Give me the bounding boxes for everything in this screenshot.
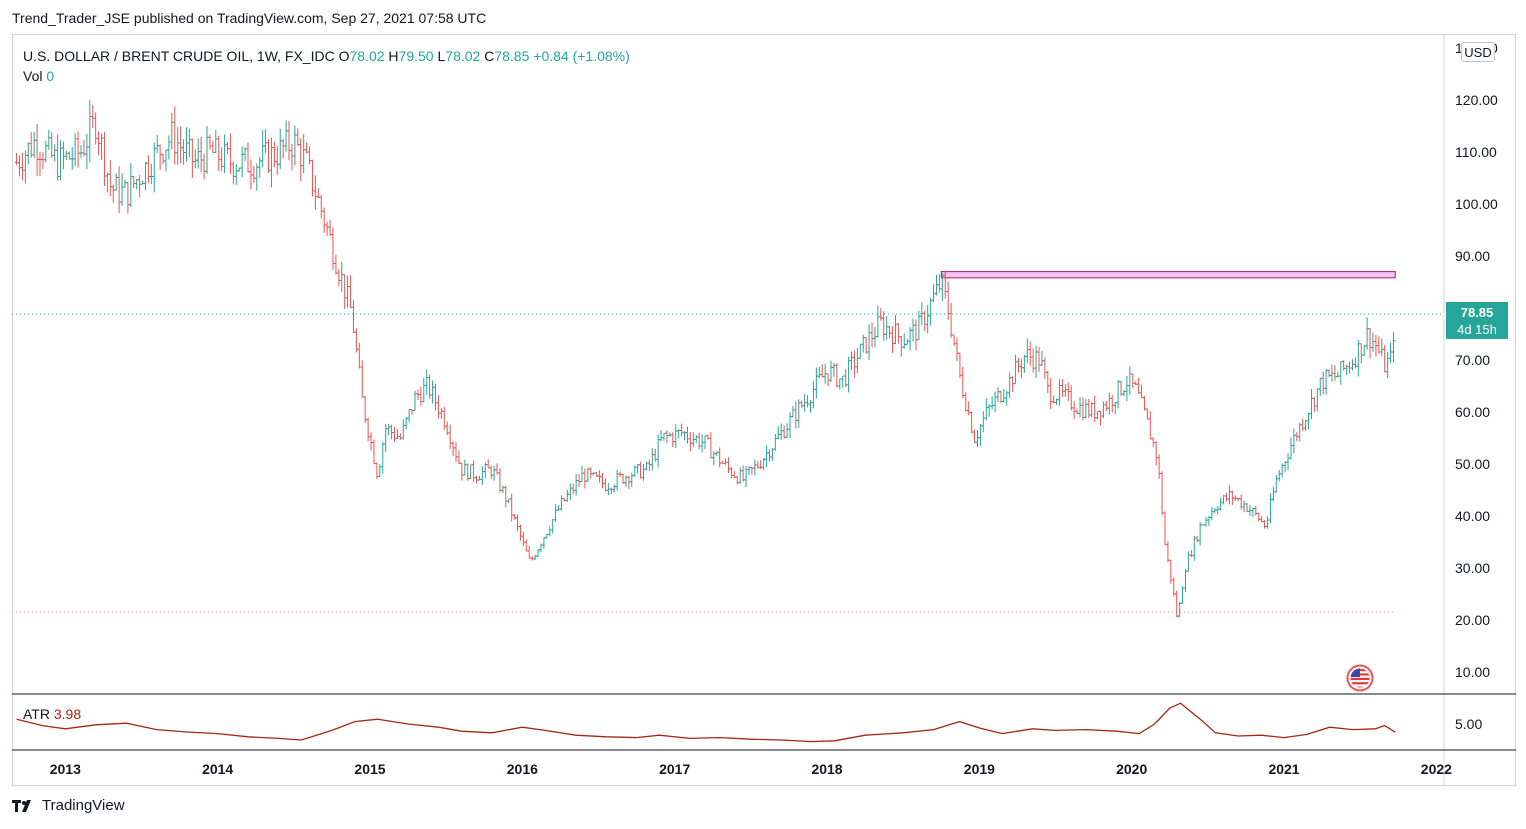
high-value: 79.50 [398, 48, 434, 64]
low-value: 78.02 [445, 48, 481, 64]
price-tick-label: 50.00 [1455, 456, 1490, 472]
open-label: O [338, 48, 350, 64]
price-tick-label: 110.00 [1455, 144, 1497, 160]
low-label: L [437, 48, 446, 64]
chart-frame [12, 34, 1516, 786]
resistance-zone [940, 271, 1396, 279]
last-price-value: 78.85 [1460, 305, 1494, 320]
price-tick-label: 40.00 [1455, 508, 1490, 524]
time-tick-label: 2014 [202, 761, 233, 777]
atr-tick-label: 5.00 [1455, 716, 1482, 732]
footer-brand[interactable]: TradingView [12, 797, 125, 814]
atr-legend: ATR 3.98 [23, 706, 81, 722]
close-value: 78.85 [494, 48, 530, 64]
footer-brand-text: TradingView [42, 797, 125, 814]
price-tick-label: 60.00 [1455, 404, 1490, 420]
time-tick-label: 2015 [354, 761, 385, 777]
publisher-header: Trend_Trader_JSE published on TradingVie… [12, 10, 487, 26]
volume-value: 0 [46, 68, 55, 84]
close-label: C [484, 48, 495, 64]
tradingview-logo-icon [12, 799, 31, 812]
price-tick-label: 100.00 [1455, 196, 1498, 212]
atr-line [16, 702, 1396, 743]
open-value: 78.02 [349, 48, 385, 64]
time-tick-label: 2018 [811, 761, 842, 777]
bar-countdown: 4d 15h [1457, 322, 1497, 337]
time-tick-label: 2022 [1421, 761, 1452, 777]
time-tick-label: 2016 [507, 761, 538, 777]
price-tick-label: 10.00 [1455, 664, 1490, 680]
price-tick-label: 30.00 [1455, 560, 1490, 576]
price-tick-label: 20.00 [1455, 612, 1490, 628]
time-tick-label: 2021 [1268, 761, 1299, 777]
symbol-name: U.S. DOLLAR / BRENT CRUDE OIL, 1W, FX_ID… [23, 48, 335, 64]
change-value: +0.84 (+1.08%) [533, 48, 630, 64]
last-price-tag: 78.85 4d 15h [1446, 302, 1508, 339]
time-tick-label: 2019 [964, 761, 995, 777]
us-flag-icon[interactable] [1346, 664, 1374, 692]
symbol-legend: U.S. DOLLAR / BRENT CRUDE OIL, 1W, FX_ID… [23, 46, 630, 86]
volume-label: Vol [23, 68, 43, 84]
time-tick-label: 2017 [659, 761, 690, 777]
high-label: H [388, 48, 399, 64]
price-tick-label: 70.00 [1455, 352, 1490, 368]
currency-selector[interactable]: USD [1461, 42, 1495, 62]
atr-name: ATR [23, 706, 50, 722]
price-tick-label: 90.00 [1455, 248, 1490, 264]
atr-value: 3.98 [53, 706, 82, 722]
price-tick-label: 120.00 [1455, 92, 1498, 108]
time-tick-label: 2020 [1116, 761, 1147, 777]
time-tick-label: 2013 [50, 761, 81, 777]
